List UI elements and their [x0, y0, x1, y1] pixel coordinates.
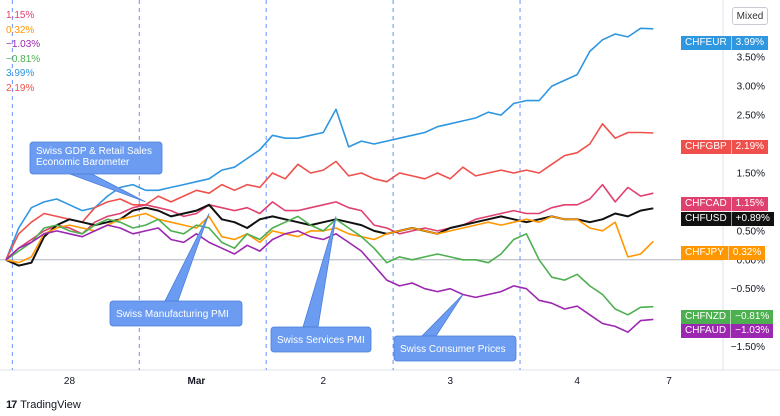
- badge-chfusd[interactable]: CHFUSD +0.89%: [681, 212, 774, 226]
- series-line-chfjpy[interactable]: [5, 212, 654, 264]
- x-tick-label: 3: [447, 376, 453, 387]
- badge-symbol: CHFCAD: [685, 198, 727, 209]
- annotation-text: Swiss Manufacturing PMI: [116, 309, 229, 320]
- series-line-chfgbp[interactable]: [5, 123, 654, 261]
- x-tick-label: 28: [64, 376, 76, 387]
- annotation-text: Swiss Services PMI: [277, 335, 365, 346]
- badge-symbol: CHFAUD: [685, 325, 727, 336]
- legend-value-chfaud: −1.03%: [6, 39, 41, 50]
- y-tick-label: 2.50%: [737, 111, 765, 122]
- tradingview-logo-icon: 17: [6, 399, 17, 411]
- annotation-box[interactable]: [29, 141, 163, 175]
- y-tick-label: −1.50%: [731, 342, 765, 353]
- legend-value-chfeur: 3.99%: [6, 68, 35, 79]
- series-line-chfcad[interactable]: [5, 183, 654, 261]
- annotation-text: Swiss GDP & Retail Sales: [36, 146, 152, 157]
- y-tick-label: 3.00%: [737, 82, 765, 93]
- badge-chfnzd[interactable]: CHFNZD −0.81%: [681, 310, 774, 324]
- scale-mode-button[interactable]: Mixed: [732, 7, 768, 25]
- time-axis[interactable]: 28 Mar 2 3 4 7: [64, 376, 672, 387]
- badge-chfcad[interactable]: CHFCAD 1.15%: [681, 197, 769, 211]
- annotation-box[interactable]: [270, 326, 372, 353]
- badge-value: −0.81%: [730, 310, 773, 324]
- series-line-chfnzd[interactable]: [5, 215, 654, 316]
- badge-symbol: CHFEUR: [685, 37, 727, 48]
- y-tick-label: 0.00%: [737, 255, 765, 266]
- y-tick-label: 3.50%: [737, 53, 765, 64]
- badge-symbol: CHFNZD: [685, 311, 727, 322]
- badge-value: 0.32%: [727, 246, 765, 260]
- badge-value: −1.03%: [730, 324, 773, 338]
- annotation-pointer: [421, 294, 464, 337]
- footer: 17 TradingView: [6, 399, 81, 411]
- badge-symbol: CHFJPY: [685, 247, 724, 258]
- badge-value: 1.15%: [730, 197, 768, 211]
- y-tick-label: 0.50%: [737, 226, 765, 237]
- badge-value: +0.89%: [730, 212, 774, 226]
- badge-chfgbp[interactable]: CHFGBP 2.19%: [681, 140, 769, 154]
- brand-name: TradingView: [20, 399, 81, 411]
- x-tick-label: 2: [321, 376, 327, 387]
- badge-value: 3.99%: [730, 36, 768, 50]
- x-tick-label: Mar: [187, 376, 205, 387]
- annotation-text: Swiss Consumer Prices: [400, 344, 506, 355]
- badge-value: 2.19%: [730, 140, 768, 154]
- legend-value-chfnzd: −0.81%: [6, 53, 41, 65]
- annotation-box[interactable]: [393, 335, 517, 362]
- badge-chfjpy[interactable]: CHFJPY 0.32%: [681, 246, 766, 260]
- badge-chfeur[interactable]: CHFEUR 3.99%: [681, 36, 769, 50]
- x-tick-label: 7: [666, 376, 672, 387]
- x-tick-label: 4: [574, 376, 580, 387]
- y-tick-label: −0.50%: [731, 284, 765, 295]
- annotation-text: Economic Barometer: [36, 157, 130, 168]
- annotation-pointer: [69, 173, 146, 203]
- badge-symbol: CHFUSD: [685, 213, 727, 224]
- legend-value-chfcad: 1.15%: [6, 10, 35, 21]
- gridlines: [0, 0, 780, 371]
- annotation-box[interactable]: [109, 300, 243, 327]
- legend: 1.15% 0.32% −1.03% −0.81% 3.99% 2.19%: [6, 9, 40, 96]
- badge-chfaud[interactable]: CHFAUD −1.03%: [681, 324, 774, 338]
- y-tick-label: 1.50%: [737, 168, 765, 179]
- legend-value-chfjpy: 0.32%: [6, 24, 35, 36]
- series-line-chfeur[interactable]: [5, 27, 654, 261]
- legend-value-chfgbp: 2.19%: [6, 82, 35, 94]
- badge-symbol: CHFGBP: [685, 141, 727, 152]
